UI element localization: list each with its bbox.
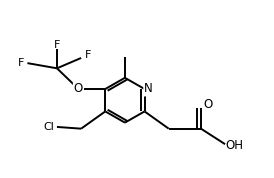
Text: O: O: [74, 82, 83, 96]
Text: F: F: [18, 58, 24, 68]
Text: N: N: [144, 82, 153, 96]
Text: O: O: [203, 98, 212, 111]
Text: F: F: [54, 40, 60, 50]
Text: F: F: [85, 50, 91, 60]
Text: Cl: Cl: [44, 122, 54, 132]
Text: OH: OH: [226, 139, 244, 152]
